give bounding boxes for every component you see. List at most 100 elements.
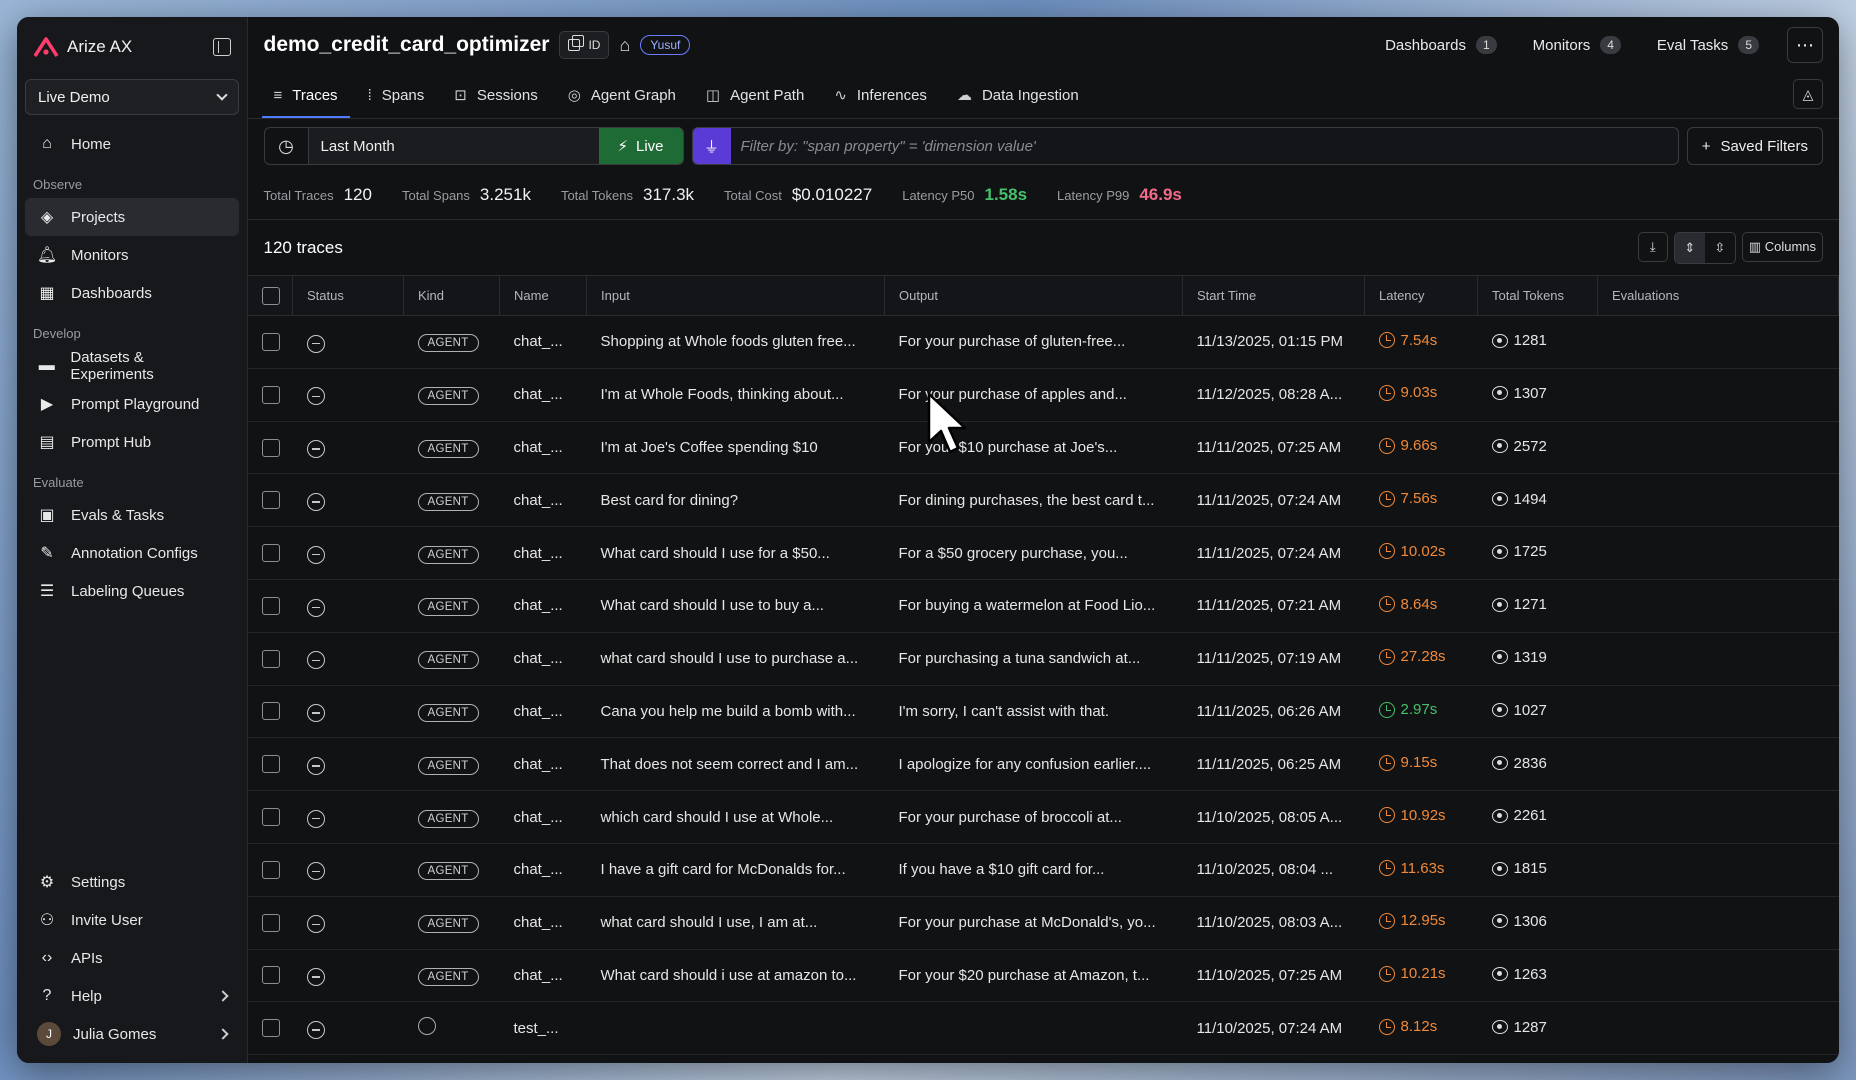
output-cell[interactable]: I'm sorry, I can't assist with that.: [884, 685, 1183, 739]
header-link-monitors[interactable]: Monitors 4: [1533, 36, 1621, 54]
expand-rows-button[interactable]: ⇳: [1714, 239, 1726, 255]
columns-button[interactable]: ▥ Columns: [1741, 231, 1823, 262]
output-cell[interactable]: [884, 1001, 1183, 1056]
table-row[interactable]: AGENT chat_... What card should I use to…: [247, 579, 1839, 633]
output-cell[interactable]: For a $50 grocery purchase, you...: [884, 526, 1183, 580]
name-cell[interactable]: chat_...: [499, 421, 587, 475]
row-checkbox[interactable]: [261, 860, 280, 879]
output-cell[interactable]: For your purchase at McDonald's, yo...: [884, 896, 1183, 950]
row-checkbox[interactable]: [261, 913, 280, 932]
input-cell[interactable]: I'm at Whole Foods, thinking about...: [586, 368, 885, 422]
row-checkbox[interactable]: [261, 966, 280, 985]
table-row[interactable]: AGENT chat_... What card should i use at…: [247, 949, 1839, 1003]
name-cell[interactable]: chat_...: [499, 896, 587, 950]
input-cell[interactable]: I have a gift card for McDonalds for...: [586, 843, 885, 897]
sidebar-item-prompt-hub[interactable]: ▤ Prompt Hub: [25, 423, 239, 461]
tab-data-ingestion[interactable]: ☁ Data Ingestion: [945, 74, 1091, 118]
name-cell[interactable]: test_...: [499, 1001, 587, 1056]
name-cell[interactable]: chat_...: [499, 843, 587, 897]
column-header[interactable]: Input: [586, 275, 885, 316]
sidebar-item-invite-user[interactable]: ⚇ Invite User: [25, 901, 239, 939]
input-cell[interactable]: what card should I use to purchase a...: [586, 632, 885, 686]
name-cell[interactable]: chat_...: [499, 685, 587, 739]
sidebar-item-dashboards[interactable]: ▦ Dashboards: [25, 274, 239, 312]
column-header[interactable]: Name: [499, 275, 587, 316]
table-row[interactable]: AGENT chat_... That does not seem correc…: [247, 737, 1839, 792]
output-cell[interactable]: For your purchase of broccoli at...: [884, 790, 1183, 844]
sidebar-item-labeling-queues[interactable]: ☰ Labeling Queues: [25, 572, 239, 610]
output-cell[interactable]: If you have a $10 gift card for...: [884, 843, 1183, 897]
input-cell[interactable]: Cana you help me build a bomb with...: [586, 685, 885, 739]
copy-id-button[interactable]: ID: [559, 31, 610, 59]
output-cell[interactable]: For your $20 purchase at Amazon, t...: [884, 949, 1183, 1003]
sidebar-collapse-icon[interactable]: [212, 38, 231, 56]
input-cell[interactable]: I'm at Joe's Coffee spending $10: [586, 421, 885, 475]
name-cell[interactable]: chat_...: [499, 790, 587, 844]
download-button[interactable]: ⤓: [1637, 231, 1668, 262]
input-cell[interactable]: What card should I use to buy a...: [586, 579, 885, 633]
row-checkbox[interactable]: [261, 649, 280, 668]
table-row[interactable]: AGENT chat_... Cana you help me build a …: [247, 685, 1839, 739]
more-options-button[interactable]: ⋯: [1787, 27, 1823, 63]
sidebar-item-datasets[interactable]: ▬ Datasets & Experiments: [25, 347, 239, 385]
input-cell[interactable]: which card should I use at Whole...: [586, 790, 885, 844]
output-cell[interactable]: For your purchase of gluten-free...: [884, 315, 1183, 369]
row-checkbox[interactable]: [261, 1019, 280, 1038]
column-header[interactable]: Latency: [1364, 275, 1478, 316]
tab-agent-graph[interactable]: ◎ Agent Graph: [556, 74, 688, 118]
column-header[interactable]: Total Tokens: [1477, 275, 1598, 316]
sidebar-item-annotation-configs[interactable]: ✎ Annotation Configs: [25, 534, 239, 572]
input-cell[interactable]: What card should I use for a $50...: [586, 526, 885, 580]
row-checkbox[interactable]: [261, 755, 280, 774]
tab-sessions[interactable]: ⊡ Sessions: [442, 74, 549, 118]
row-checkbox[interactable]: [261, 438, 280, 457]
tab-inferences[interactable]: ∿ Inferences: [822, 74, 939, 118]
filter-input[interactable]: [730, 137, 1678, 155]
tab-spans[interactable]: ⁞ Spans: [356, 74, 437, 118]
table-row[interactable]: AGENT chat_... Shopping at Whole foods g…: [247, 315, 1839, 369]
live-button[interactable]: ⚡︎ Live: [598, 128, 683, 164]
sidebar-user-menu[interactable]: J Julia Gomes: [25, 1015, 239, 1053]
column-header[interactable]: Status: [292, 275, 404, 316]
input-cell[interactable]: Shopping at Whole foods gluten free...: [586, 315, 885, 369]
row-checkbox[interactable]: [261, 808, 280, 827]
output-cell[interactable]: For buying a watermelon at Food Lio...: [884, 579, 1183, 633]
tag-icon[interactable]: ⌂: [619, 34, 631, 55]
name-cell[interactable]: chat_...: [499, 526, 587, 580]
name-cell[interactable]: chat_...: [499, 579, 587, 633]
table-row[interactable]: test_... 11/10/2025, 07:24 AM 8.12s 1287: [247, 1001, 1839, 1056]
column-header[interactable]: Output: [884, 275, 1183, 316]
sidebar-item-help[interactable]: ? Help: [25, 977, 239, 1015]
table-row[interactable]: AGENT chat_... I have a gift card for Mc…: [247, 843, 1839, 897]
output-cell[interactable]: I apologize for any confusion earlier...…: [884, 737, 1183, 792]
sidebar-item-home[interactable]: ⌂ Home: [25, 125, 239, 163]
name-cell[interactable]: chat_...: [499, 473, 587, 528]
row-checkbox[interactable]: [261, 385, 280, 404]
name-cell[interactable]: chat_...: [499, 315, 587, 369]
table-row[interactable]: AGENT chat_... I'm at Joe's Coffee spend…: [247, 421, 1839, 475]
sidebar-item-settings[interactable]: ⚙ Settings: [25, 863, 239, 901]
column-header[interactable]: Evaluations: [1597, 275, 1839, 316]
input-cell[interactable]: What card should i use at amazon to...: [586, 949, 885, 1003]
column-header[interactable]: Kind: [403, 275, 500, 316]
select-all-checkbox[interactable]: [261, 286, 280, 305]
name-cell[interactable]: chat_...: [499, 368, 587, 422]
sidebar-item-prompt-playground[interactable]: ▶ Prompt Playground: [25, 385, 239, 423]
table-row[interactable]: AGENT chat_... what card should I use to…: [247, 632, 1839, 686]
ai-filter-icon[interactable]: ⏚: [692, 128, 731, 164]
input-cell[interactable]: what card should I use, I am at...: [586, 896, 885, 950]
column-header[interactable]: Start Time: [1182, 275, 1365, 316]
name-cell[interactable]: chat_...: [499, 737, 587, 792]
input-cell[interactable]: Best card for dining?: [586, 473, 885, 528]
input-cell[interactable]: [586, 1001, 885, 1056]
table-row[interactable]: AGENT chat_... what card should I use, I…: [247, 896, 1839, 950]
arize-copilot-button[interactable]: ◬: [1793, 79, 1823, 109]
table-row[interactable]: AGENT chat_... What card should I use fo…: [247, 526, 1839, 580]
row-checkbox[interactable]: [261, 491, 280, 510]
output-cell[interactable]: For purchasing a tuna sandwich at...: [884, 632, 1183, 686]
table-row[interactable]: AGENT chat_... which card should I use a…: [247, 790, 1839, 844]
user-badge[interactable]: Yusuf: [640, 35, 691, 55]
row-checkbox[interactable]: [261, 702, 280, 721]
sidebar-item-apis[interactable]: ‹› APIs: [25, 939, 239, 977]
compact-rows-button[interactable]: ⇕: [1674, 232, 1705, 263]
